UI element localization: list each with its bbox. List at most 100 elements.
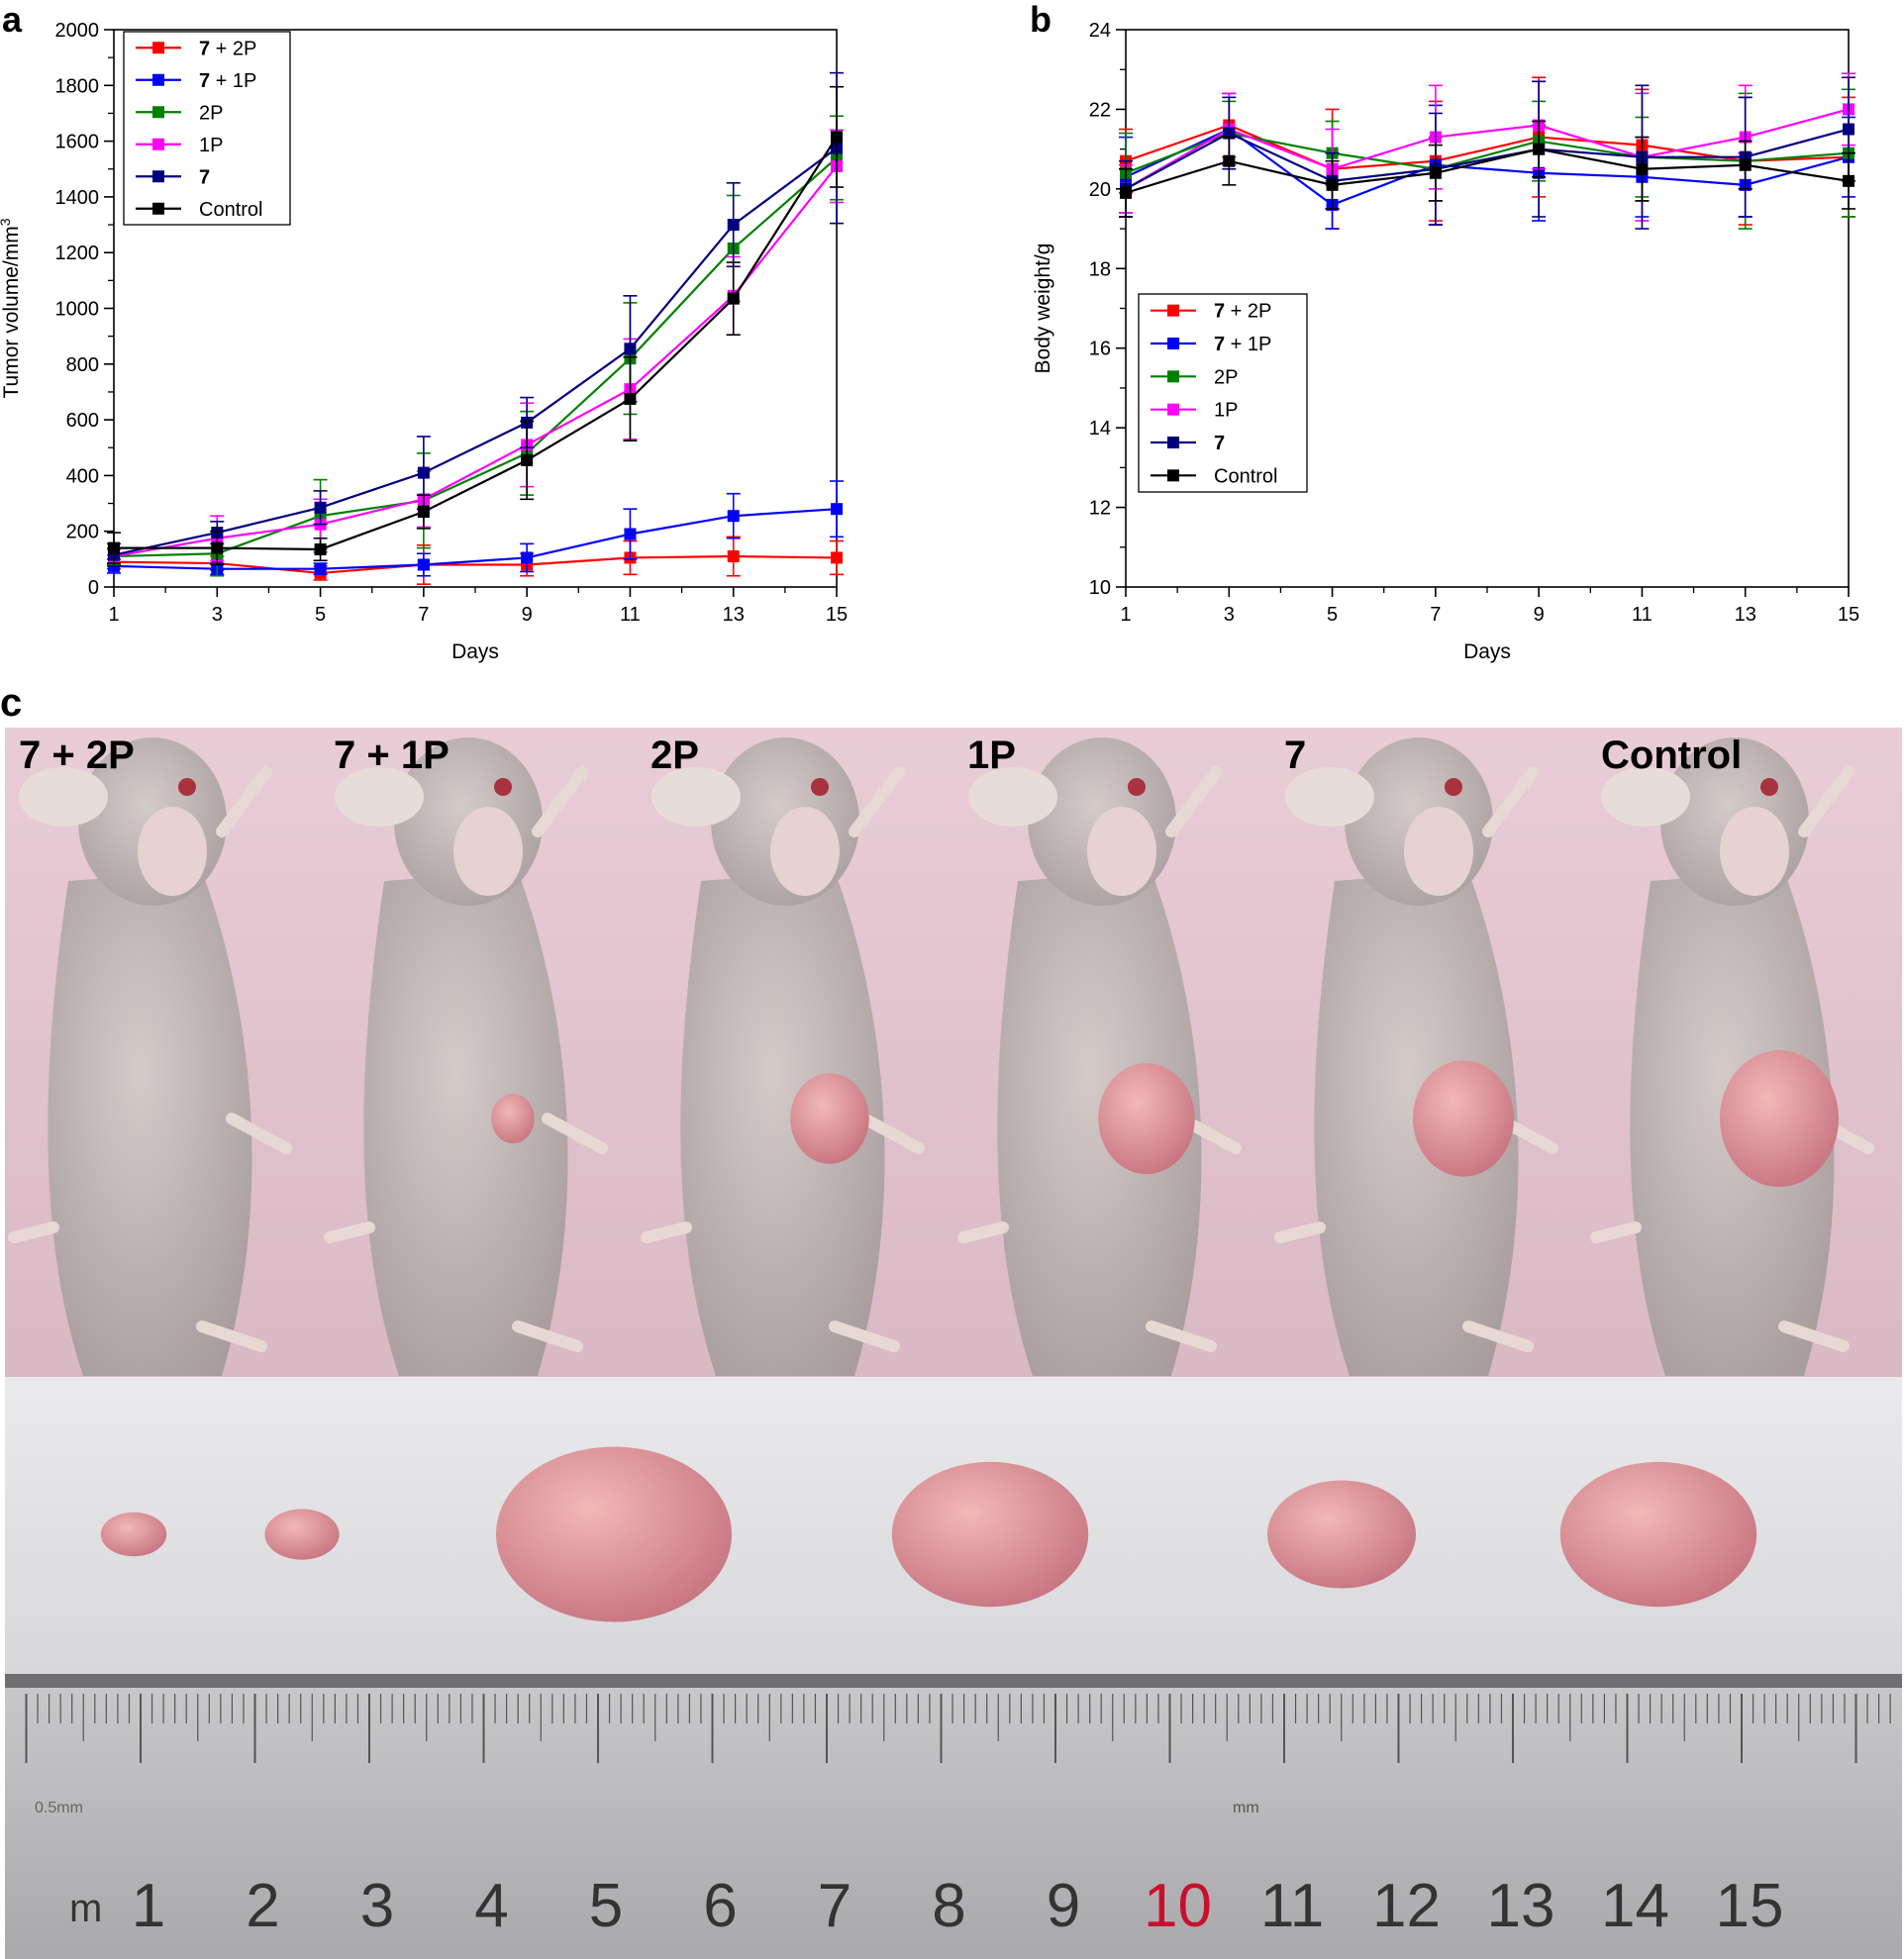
legend-marker bbox=[152, 170, 164, 183]
panel-label-b: b bbox=[1030, 0, 1052, 40]
mouse-illustration bbox=[1590, 737, 1874, 1376]
legend-marker bbox=[152, 73, 164, 86]
legend-label: 7 + 2P bbox=[199, 38, 256, 59]
legend-marker bbox=[152, 42, 164, 54]
legend-label-bold: 7 bbox=[1214, 301, 1225, 323]
legend-label: 2P bbox=[1214, 366, 1238, 388]
data-point bbox=[417, 505, 430, 518]
mouse-label-4: 1P bbox=[967, 734, 1016, 777]
x-tick-label-a: 1 bbox=[108, 604, 119, 626]
legend-marker bbox=[152, 202, 164, 215]
mouse-label-6: Control bbox=[1601, 734, 1743, 777]
data-point bbox=[314, 542, 327, 555]
mouse-ear bbox=[1720, 807, 1789, 896]
mouse-ear bbox=[651, 767, 741, 827]
data-point bbox=[314, 501, 327, 514]
legend-label-text: + 1P bbox=[210, 70, 256, 92]
mouse-ear bbox=[335, 767, 424, 827]
y-tick-label-a: 200 bbox=[66, 522, 99, 543]
ruler-number: 11 bbox=[1260, 1872, 1324, 1940]
mouse-illustration bbox=[8, 737, 292, 1376]
legend-label-text: 2P bbox=[199, 102, 223, 124]
data-point bbox=[1843, 123, 1854, 136]
y-axis-label-superscript: 3 bbox=[0, 218, 13, 226]
mouse-label-1: 7 + 2P bbox=[19, 734, 135, 777]
legend-label: Control bbox=[199, 199, 262, 221]
ruler-number: 7 bbox=[818, 1872, 852, 1940]
mouse-panel-1: 7 + 2P bbox=[5, 728, 320, 1377]
y-tick-label-b: 24 bbox=[1089, 20, 1111, 42]
mouse-ear bbox=[138, 807, 207, 896]
ruler-number: 6 bbox=[703, 1872, 737, 1940]
legend-label: 2P bbox=[199, 102, 223, 124]
legend-marker bbox=[1167, 338, 1179, 349]
excised-tumor bbox=[1267, 1480, 1416, 1589]
x-tick-label-b: 15 bbox=[1838, 604, 1859, 626]
legend-marker bbox=[1167, 469, 1179, 482]
mouse-eye bbox=[1760, 778, 1778, 796]
legend-marker bbox=[1167, 370, 1179, 383]
series-line bbox=[113, 554, 838, 575]
ruler-number: 12 bbox=[1372, 1872, 1441, 1940]
legend-marker bbox=[1167, 437, 1179, 448]
mouse-illustration bbox=[1274, 737, 1558, 1376]
mouse-panel-4: 1P bbox=[953, 728, 1270, 1377]
legend-label: 7 + 2P bbox=[1214, 301, 1271, 323]
legend-label: Control bbox=[1214, 465, 1277, 487]
y-tick-label-a: 800 bbox=[66, 354, 99, 376]
legend-label-bold: 7 bbox=[199, 38, 210, 59]
data-point bbox=[727, 292, 740, 305]
x-tick-label-a: 15 bbox=[826, 604, 848, 626]
data-point bbox=[624, 343, 637, 355]
mouse-ear bbox=[1285, 767, 1374, 827]
series-line bbox=[114, 136, 838, 551]
legend-label: 7 + 1P bbox=[1214, 334, 1271, 355]
y-tick-label-b: 12 bbox=[1089, 498, 1111, 520]
ruler-number: 15 bbox=[1716, 1872, 1784, 1940]
ruler-small-label: 0.5mm bbox=[35, 1800, 83, 1816]
y-axis-label-text: Tumor volume/mm bbox=[0, 226, 23, 398]
panel-label-a: a bbox=[2, 0, 23, 40]
legend-label-bold: 7 bbox=[1214, 334, 1225, 355]
ruler-number: 10 bbox=[1144, 1872, 1212, 1940]
mouse-illustration bbox=[324, 737, 608, 1376]
y-tick-label-b: 18 bbox=[1089, 258, 1111, 280]
data-point bbox=[211, 541, 224, 554]
legend-label-text: + 2P bbox=[1225, 301, 1271, 323]
x-tick-label-a: 7 bbox=[418, 604, 429, 626]
series-a-5 bbox=[107, 85, 844, 566]
mouse-panel-2: 7 + 1P bbox=[320, 728, 637, 1377]
series-line bbox=[1125, 124, 1850, 170]
x-tick-label-b: 7 bbox=[1430, 604, 1441, 626]
ruler-unit-label: m bbox=[69, 1887, 102, 1930]
legend-label: 1P bbox=[1214, 400, 1238, 422]
mouse-ear bbox=[968, 767, 1057, 827]
mouse-ear bbox=[1087, 807, 1156, 896]
mouse-paws bbox=[1590, 766, 1874, 1352]
mouse-eye bbox=[811, 778, 829, 796]
mouse-label-3: 2P bbox=[651, 734, 699, 777]
y-tick-label-b: 16 bbox=[1089, 339, 1111, 360]
mouse-tumor bbox=[1098, 1062, 1195, 1175]
legend-label-text: + 1P bbox=[1225, 334, 1271, 355]
mouse-label-2: 7 + 1P bbox=[334, 734, 450, 777]
series-line bbox=[113, 147, 838, 556]
x-tick-label-b: 9 bbox=[1534, 604, 1545, 626]
legend-label-text: Control bbox=[199, 199, 262, 221]
y-tick-label-b: 22 bbox=[1089, 99, 1111, 121]
mouse-body bbox=[680, 871, 885, 1376]
data-point bbox=[624, 392, 637, 405]
y-tick-label-a: 600 bbox=[66, 410, 99, 432]
legend-marker bbox=[1167, 403, 1179, 416]
data-point bbox=[727, 510, 740, 523]
data-point bbox=[1533, 143, 1546, 155]
y-tick-label-a: 2000 bbox=[55, 20, 100, 42]
mouse-label-5: 7 bbox=[1284, 734, 1307, 777]
mouse-ear bbox=[453, 807, 523, 896]
data-point bbox=[314, 562, 327, 575]
series-line bbox=[113, 165, 838, 558]
data-point bbox=[521, 453, 534, 466]
y-tick-label-a: 1600 bbox=[55, 132, 100, 153]
